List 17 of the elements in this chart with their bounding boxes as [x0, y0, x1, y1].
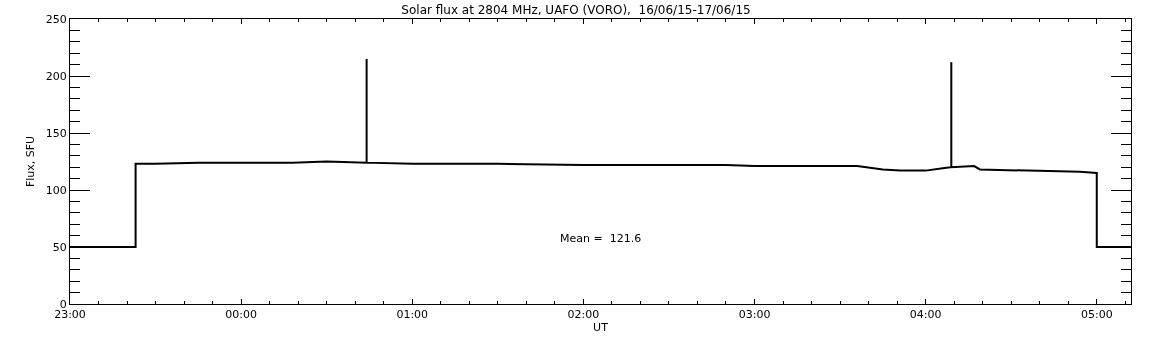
y-tick-label: 250 — [45, 12, 67, 26]
x-tick-label: 00:00 — [225, 308, 257, 322]
x-tick-label: 02:00 — [567, 308, 600, 322]
annotation: Mean = 121.6 — [560, 232, 642, 245]
x-axis-title: UT — [593, 321, 609, 335]
y-tick-label: 200 — [45, 69, 67, 83]
x-tick-label: 03:00 — [738, 308, 771, 322]
y-axis-title: Flux, SFU — [24, 135, 38, 188]
y-tick-label: 100 — [45, 183, 67, 197]
y-tick-label: 150 — [45, 126, 67, 140]
x-tick-label: 01:00 — [396, 308, 429, 322]
x-tick-label: 23:00 — [54, 308, 86, 322]
x-tick-label: 04:00 — [909, 308, 942, 322]
chart-title: Solar flux at 2804 MHz, UAFO (VORO), 16/06/15-17/06/15 — [401, 2, 751, 17]
x-tick-label: 05:00 — [1080, 308, 1113, 322]
y-tick-label: 0 — [59, 297, 67, 311]
y-tick-label: 50 — [52, 240, 67, 254]
